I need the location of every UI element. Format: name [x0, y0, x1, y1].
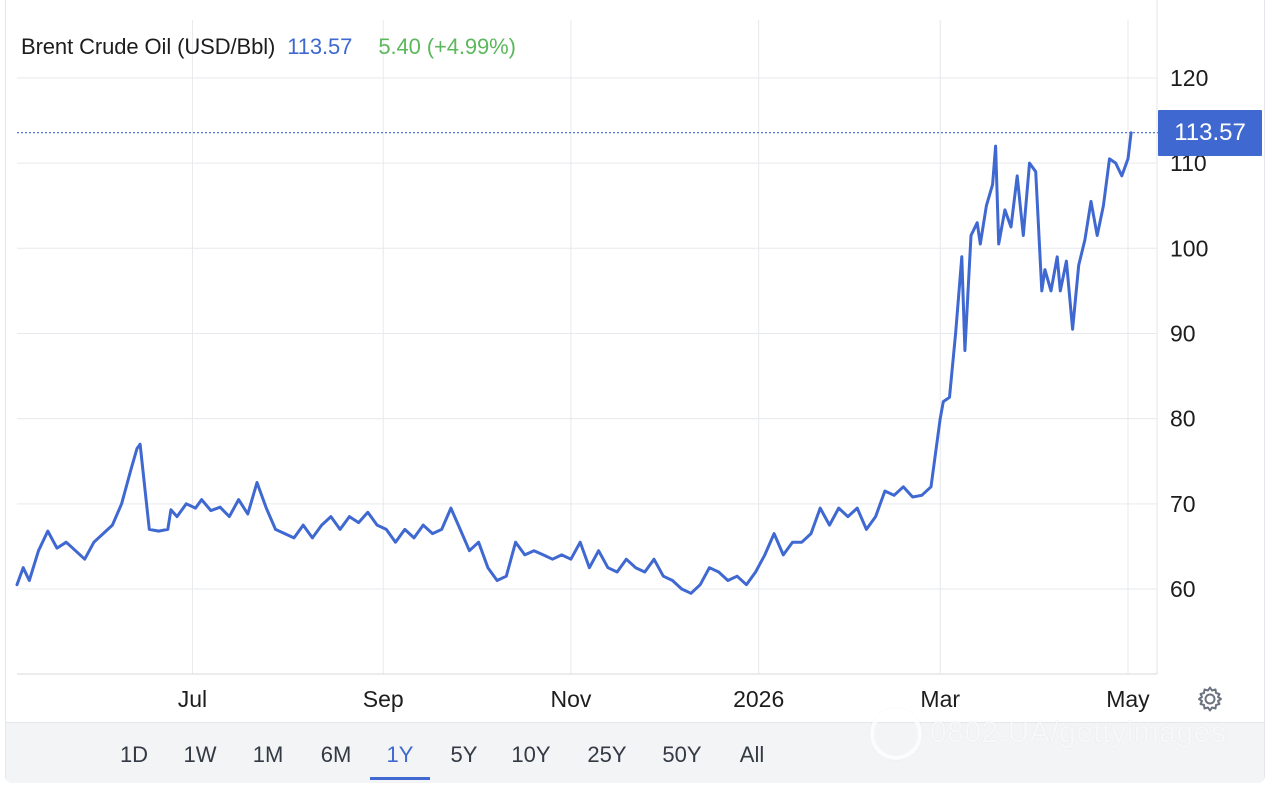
current-price: 113.57 [287, 34, 353, 59]
chart-header: Brent Crude Oil (USD/Bbl) 113.57 5.40 (+… [21, 34, 516, 60]
range-selector-bar: 1D 1W 1M 6M 1Y 5Y 10Y 25Y 50Y All [6, 722, 1264, 783]
gear-icon[interactable] [1195, 684, 1225, 714]
range-button-6m[interactable]: 6M [320, 742, 352, 767]
range-button-1d[interactable]: 1D [119, 742, 149, 767]
y-tick-label: 80 [1170, 406, 1196, 432]
y-tick-label: 90 [1170, 320, 1196, 346]
range-button-10y[interactable]: 10Y [511, 742, 551, 767]
range-button-all[interactable]: All [739, 742, 765, 767]
instrument-name: Brent Crude Oil (USD/Bbl) [21, 34, 276, 59]
range-button-1w[interactable]: 1W [183, 742, 217, 767]
x-tick-label: Nov [550, 686, 591, 712]
grid-vertical [191, 20, 1129, 674]
last-price-badge: 113.57 [1158, 109, 1262, 156]
y-tick-label: 100 [1170, 235, 1208, 261]
y-tick-label: 60 [1170, 576, 1196, 602]
price-change: 5.40 (+4.99%) [378, 34, 516, 59]
x-tick-label: Jul [178, 686, 207, 712]
x-tick-label: 2026 [733, 686, 784, 712]
range-button-5y[interactable]: 5Y [450, 742, 478, 767]
grid-horizontal [17, 77, 1157, 590]
range-button-1m[interactable]: 1M [252, 742, 284, 767]
x-tick-labels: Jul Sep Nov 2026 Mar May [178, 686, 1150, 712]
range-button-1y[interactable]: 1Y [370, 742, 430, 780]
y-tick-label: 70 [1170, 491, 1196, 517]
y-tick-label: 120 [1170, 65, 1208, 91]
x-tick-label: Mar [920, 686, 960, 712]
range-button-50y[interactable]: 50Y [662, 742, 702, 767]
price-series-line [15, 131, 1133, 595]
x-tick-label: Sep [363, 686, 404, 712]
x-tick-label: May [1106, 686, 1150, 712]
range-button-25y[interactable]: 25Y [587, 742, 627, 767]
